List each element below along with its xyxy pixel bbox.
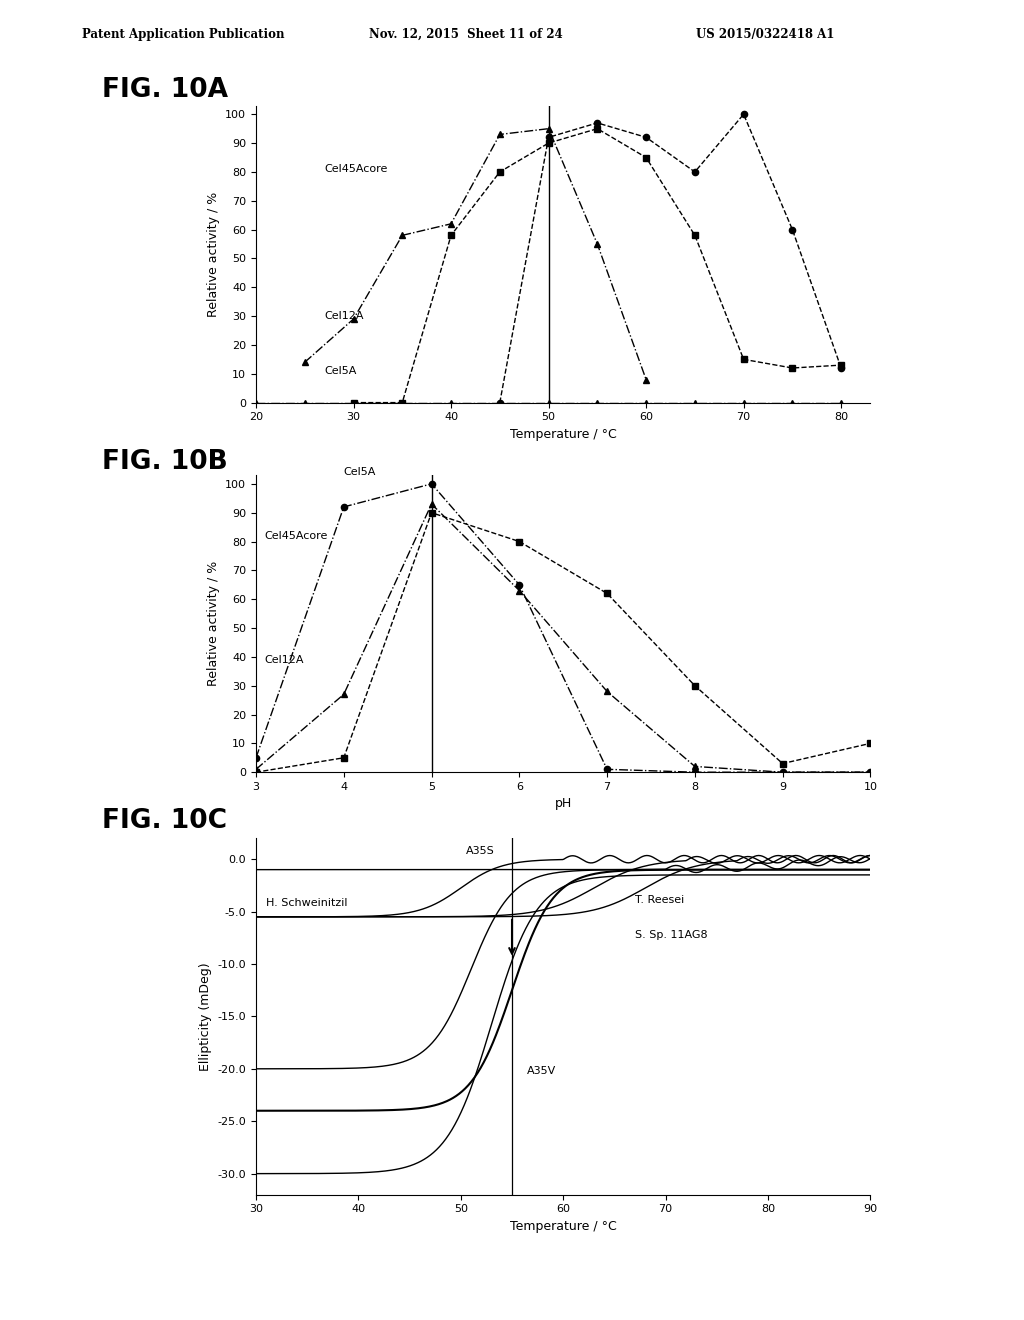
Text: Cel12A: Cel12A bbox=[325, 312, 364, 321]
Text: A35S: A35S bbox=[466, 846, 495, 855]
Y-axis label: Ellipticity (mDeg): Ellipticity (mDeg) bbox=[199, 962, 212, 1071]
Text: Patent Application Publication: Patent Application Publication bbox=[82, 28, 285, 41]
Text: FIG. 10B: FIG. 10B bbox=[102, 449, 228, 475]
Text: FIG. 10C: FIG. 10C bbox=[102, 808, 227, 834]
Text: H. Schweinitzil: H. Schweinitzil bbox=[266, 899, 348, 908]
Text: S. Sp. 11AG8: S. Sp. 11AG8 bbox=[635, 929, 708, 940]
Text: Nov. 12, 2015  Sheet 11 of 24: Nov. 12, 2015 Sheet 11 of 24 bbox=[369, 28, 562, 41]
Y-axis label: Relative activity / %: Relative activity / % bbox=[207, 191, 220, 317]
Text: T. Reesei: T. Reesei bbox=[635, 895, 684, 906]
Text: Cel45Acore: Cel45Acore bbox=[325, 164, 388, 174]
Text: Cel12A: Cel12A bbox=[265, 655, 304, 665]
X-axis label: pH: pH bbox=[555, 797, 571, 810]
Y-axis label: Relative activity / %: Relative activity / % bbox=[207, 561, 220, 686]
Text: Cel5A: Cel5A bbox=[344, 467, 376, 478]
Text: FIG. 10A: FIG. 10A bbox=[102, 77, 228, 103]
Text: Cel5A: Cel5A bbox=[325, 366, 356, 376]
Text: US 2015/0322418 A1: US 2015/0322418 A1 bbox=[696, 28, 835, 41]
X-axis label: Temperature / °C: Temperature / °C bbox=[510, 428, 616, 441]
X-axis label: Temperature / °C: Temperature / °C bbox=[510, 1220, 616, 1233]
Text: A35V: A35V bbox=[527, 1067, 557, 1076]
Text: Cel45Acore: Cel45Acore bbox=[265, 531, 328, 541]
